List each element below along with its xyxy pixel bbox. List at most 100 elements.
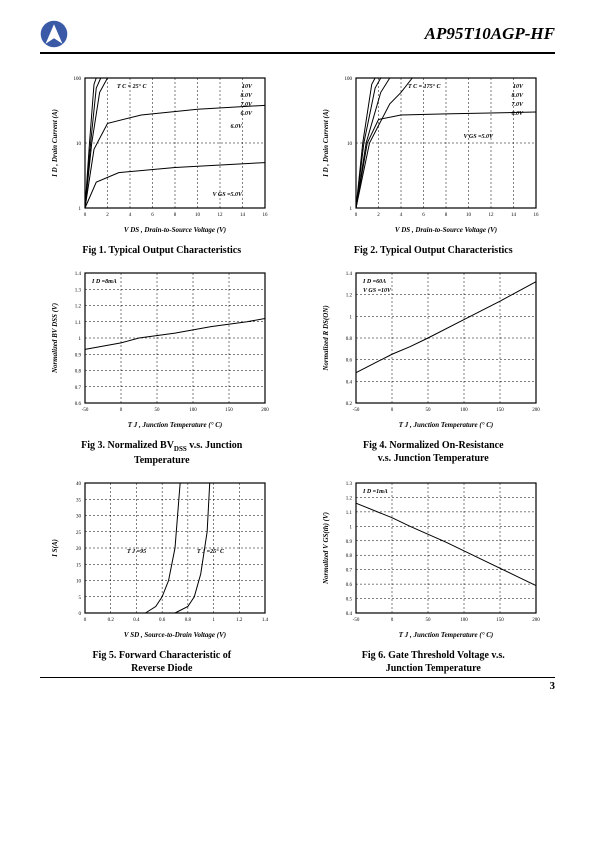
fig4: -500501001502000.20.40.60.811.21.4T J , … <box>312 263 556 467</box>
svg-text:5: 5 <box>78 596 81 601</box>
svg-text:20: 20 <box>76 547 82 552</box>
svg-text:10V: 10V <box>513 84 524 90</box>
svg-text:1.2: 1.2 <box>346 497 353 502</box>
fig3: -500501001502000.60.70.80.911.11.21.31.4… <box>40 263 284 467</box>
svg-text:1: 1 <box>350 207 353 212</box>
svg-text:0.9: 0.9 <box>346 540 353 545</box>
svg-text:200: 200 <box>533 618 541 623</box>
svg-text:0.4: 0.4 <box>346 380 353 385</box>
svg-text:8.0V: 8.0V <box>240 93 253 99</box>
svg-text:4: 4 <box>129 213 132 218</box>
svg-text:0.6: 0.6 <box>75 402 82 407</box>
svg-text:1: 1 <box>350 525 353 530</box>
svg-text:6.0V: 6.0V <box>240 111 253 117</box>
svg-text:1.4: 1.4 <box>262 618 269 623</box>
svg-text:0.5: 0.5 <box>346 598 353 603</box>
svg-text:1.4: 1.4 <box>75 272 82 277</box>
svg-text:0.9: 0.9 <box>75 353 82 358</box>
svg-text:100: 100 <box>189 408 197 413</box>
svg-text:50: 50 <box>154 408 160 413</box>
fig2: 0246810121416110100V DS , Drain-to-Sourc… <box>312 68 556 257</box>
svg-text:100: 100 <box>461 408 469 413</box>
fig4-caption: Fig 4. Normalized On-Resistancev.s. Junc… <box>312 439 556 465</box>
svg-text:4: 4 <box>400 213 403 218</box>
fig3-caption: Fig 3. Normalized BVDSS v.s. Junction Te… <box>40 439 284 467</box>
svg-text:12: 12 <box>489 213 495 218</box>
svg-text:200: 200 <box>533 408 541 413</box>
svg-text:7.0V: 7.0V <box>512 102 525 108</box>
svg-text:0: 0 <box>84 618 87 623</box>
svg-text:7.0V: 7.0V <box>240 102 253 108</box>
svg-text:V GS =5.0V: V GS =5.0V <box>212 192 242 198</box>
svg-text:0.6: 0.6 <box>346 359 353 364</box>
svg-text:I D =60A: I D =60A <box>362 279 386 285</box>
svg-text:0: 0 <box>391 408 394 413</box>
svg-text:1.2: 1.2 <box>346 294 353 299</box>
svg-text:150: 150 <box>497 618 505 623</box>
svg-text:T J , Junction Temperature (°: T J , Junction Temperature (° C) <box>399 421 494 429</box>
svg-text:V DS , Drain-to-Source Voltage: V DS , Drain-to-Source Voltage (V) <box>395 226 497 234</box>
fig5: 00.20.40.60.811.21.40510152025303540V SD… <box>40 473 284 675</box>
svg-text:40: 40 <box>76 482 82 487</box>
svg-text:6: 6 <box>423 213 426 218</box>
svg-text:1: 1 <box>78 337 81 342</box>
svg-text:T J , Junction Temperature (°: T J , Junction Temperature (° C) <box>127 421 222 429</box>
svg-text:T J =25° C: T J =25° C <box>197 548 225 555</box>
svg-text:6.0V: 6.0V <box>230 124 243 130</box>
svg-text:0: 0 <box>78 612 81 617</box>
svg-text:T C = 175° C: T C = 175° C <box>408 83 441 90</box>
svg-text:V SD , Source-to-Drain Voltage: V SD , Source-to-Drain Voltage (V) <box>124 631 226 639</box>
svg-text:0: 0 <box>120 408 123 413</box>
svg-text:1.4: 1.4 <box>346 272 353 277</box>
svg-text:Normalized BV DSS (V): Normalized BV DSS (V) <box>51 303 59 374</box>
svg-text:0: 0 <box>355 213 358 218</box>
svg-text:1.3: 1.3 <box>346 482 353 487</box>
svg-text:10: 10 <box>347 142 353 147</box>
fig1-caption: Fig 1. Typical Output Characteristics <box>40 244 284 257</box>
svg-text:8: 8 <box>445 213 448 218</box>
svg-text:8.0V: 8.0V <box>512 93 525 99</box>
svg-text:I D =1mA: I D =1mA <box>362 489 388 495</box>
svg-text:0.6: 0.6 <box>346 583 353 588</box>
svg-text:T C = 25° C: T C = 25° C <box>117 83 147 90</box>
page-number: 3 <box>0 678 595 692</box>
svg-text:Normalized V GS(th) (V): Normalized V GS(th) (V) <box>322 512 330 585</box>
svg-text:0.8: 0.8 <box>184 618 191 623</box>
svg-text:15: 15 <box>76 563 82 568</box>
svg-text:0.4: 0.4 <box>133 618 140 623</box>
svg-text:8: 8 <box>174 213 177 218</box>
fig1: 0246810121416110100V DS , Drain-to-Sourc… <box>40 68 284 257</box>
svg-text:1.1: 1.1 <box>346 511 353 516</box>
fig2-caption: Fig 2. Typical Output Characteristics <box>312 244 556 257</box>
svg-text:-50: -50 <box>353 618 360 623</box>
svg-text:V GS =5.0V: V GS =5.0V <box>464 134 494 140</box>
svg-text:1.3: 1.3 <box>75 288 82 293</box>
svg-text:0.8: 0.8 <box>75 370 82 375</box>
svg-text:14: 14 <box>240 213 246 218</box>
svg-text:2: 2 <box>378 213 381 218</box>
svg-text:-50: -50 <box>81 408 88 413</box>
svg-text:6.0V: 6.0V <box>512 111 525 117</box>
svg-text:25: 25 <box>76 531 82 536</box>
svg-text:150: 150 <box>497 408 505 413</box>
svg-text:100: 100 <box>73 77 81 82</box>
svg-text:1: 1 <box>212 618 215 623</box>
svg-text:0.4: 0.4 <box>346 612 353 617</box>
fig5-caption: Fig 5. Forward Characteristic ofReverse … <box>40 649 284 675</box>
fig6: -500501001502000.40.50.60.70.80.911.11.2… <box>312 473 556 675</box>
svg-text:1.1: 1.1 <box>75 321 82 326</box>
svg-text:16: 16 <box>534 213 540 218</box>
svg-text:Normalized R DS(ON): Normalized R DS(ON) <box>322 305 330 371</box>
svg-text:200: 200 <box>261 408 269 413</box>
svg-text:I D , Drain Current (A): I D , Drain Current (A) <box>51 109 59 178</box>
svg-text:35: 35 <box>76 498 82 503</box>
svg-text:10: 10 <box>76 142 82 147</box>
svg-text:10: 10 <box>76 580 82 585</box>
svg-text:T J =95: T J =95 <box>127 549 146 555</box>
svg-text:6: 6 <box>151 213 154 218</box>
svg-text:0.8: 0.8 <box>346 337 353 342</box>
svg-text:V GS =10V: V GS =10V <box>363 288 392 294</box>
part-number: AP95T10AGP-HF <box>425 24 555 44</box>
svg-text:1.2: 1.2 <box>75 305 82 310</box>
svg-text:30: 30 <box>76 515 82 520</box>
